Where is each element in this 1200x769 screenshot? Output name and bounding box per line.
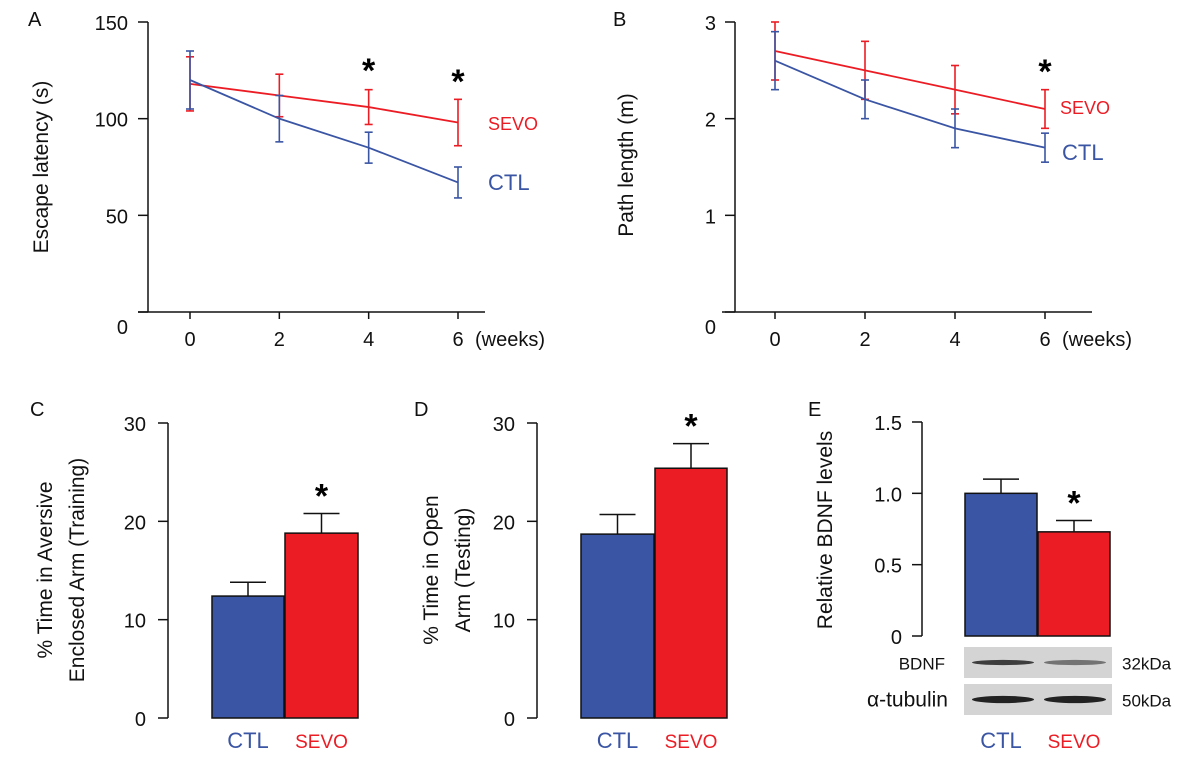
panel-letter: B <box>613 9 626 31</box>
blot-band <box>1044 695 1106 704</box>
x-tick-label: 2 <box>274 329 285 351</box>
y-tick-label: 0 <box>117 317 128 339</box>
blot-row-label: α-tubulin <box>867 689 948 712</box>
x-tick-label: 2 <box>859 329 870 351</box>
category-label-ctl: CTL <box>980 728 1022 753</box>
y-axis-label: % Time in Aversive <box>34 481 57 658</box>
y-tick-label: 1.0 <box>874 484 902 506</box>
significance-asterisk: * <box>1038 53 1052 91</box>
y-tick-label: 10 <box>493 611 515 633</box>
blot-band <box>972 695 1034 704</box>
significance-asterisk: * <box>315 477 329 515</box>
y-tick-label: 0 <box>705 317 716 339</box>
y-tick-label: 20 <box>493 512 515 534</box>
significance-asterisk: * <box>451 63 465 101</box>
blot-size-label: 50kDa <box>1122 692 1172 711</box>
y-tick-label: 0 <box>135 709 146 731</box>
category-label-sevo: SEVO <box>665 732 718 753</box>
series-line-sevo <box>774 50 1046 110</box>
category-label-sevo: SEVO <box>295 732 348 753</box>
y-axis-label: Enclosed Arm (Training) <box>66 458 89 682</box>
y-tick-label: 30 <box>124 414 146 436</box>
panel-letter: A <box>28 9 42 31</box>
y-tick-label: 2 <box>705 110 716 132</box>
blot-row-label: BDNF <box>899 655 945 674</box>
panel-c: C 0 10 20 30 % Time in Aversive Enclosed Arm (… <box>30 399 359 753</box>
bar-sevo <box>654 467 728 719</box>
y-tick-label: 10 <box>124 611 146 633</box>
blot-band <box>972 659 1034 666</box>
x-tick-label: 4 <box>949 329 960 351</box>
category-label-ctl: CTL <box>597 728 639 753</box>
bar-ctl <box>211 595 285 719</box>
panel-letter: D <box>414 399 428 421</box>
series-line-ctl <box>774 59 1046 149</box>
y-axis-label: Path length (m) <box>615 93 638 237</box>
significance-asterisk: * <box>362 52 376 90</box>
panel-letter: E <box>808 399 821 421</box>
y-axis-label: % Time in Open <box>420 495 443 644</box>
y-tick-label: 150 <box>95 13 128 35</box>
significance-asterisk: * <box>684 408 698 446</box>
y-tick-label: 0.5 <box>874 556 902 578</box>
series-line-sevo <box>189 82 459 124</box>
y-tick-label: 20 <box>124 512 146 534</box>
x-tick-label: 0 <box>184 329 195 351</box>
y-axis-label: Relative BDNF levels <box>814 431 837 629</box>
bar-sevo <box>284 532 359 719</box>
series-line-ctl <box>189 79 459 184</box>
series-label-ctl: CTL <box>488 170 530 195</box>
panel-letter: C <box>30 399 44 421</box>
x-axis-label: (weeks) <box>1062 329 1132 351</box>
panel-b: B 0 1 2 3 0 2 4 6 (weeks) Path length (m) SEVO CTL * <box>613 9 1132 351</box>
x-tick-label: 4 <box>363 329 374 351</box>
y-tick-label: 50 <box>106 206 128 228</box>
y-axis-label: Escape latency (s) <box>30 81 53 254</box>
blot-band <box>1044 659 1106 666</box>
y-tick-label: 1.5 <box>874 413 902 435</box>
y-tick-label: 1 <box>705 206 716 228</box>
y-tick-label: 3 <box>705 13 716 35</box>
x-tick-label: 6 <box>1039 329 1050 351</box>
y-tick-label: 30 <box>493 414 515 436</box>
series-label-sevo: SEVO <box>488 114 538 134</box>
panel-d: D 0 10 20 30 % Time in Open Arm (Testing) CTL SE… <box>414 399 728 753</box>
series-label-sevo: SEVO <box>1060 98 1110 118</box>
bar-ctl <box>580 533 655 719</box>
category-label-ctl: CTL <box>227 728 269 753</box>
bar-sevo <box>1037 531 1111 637</box>
bar-ctl <box>964 492 1038 637</box>
x-tick-label: 6 <box>452 329 463 351</box>
panel-e: E 0 0.5 1.0 1.5 Relative BDNF levels CTL SEVO * B… <box>808 399 1172 753</box>
y-tick-label: 0 <box>891 627 902 649</box>
x-tick-label: 0 <box>769 329 780 351</box>
panel-a: A 0 50 100 150 0 2 4 6 (weeks) Escape latency (s) S… <box>28 9 545 351</box>
x-axis-label: (weeks) <box>475 329 545 351</box>
blot-size-label: 32kDa <box>1122 655 1172 674</box>
category-label-sevo: SEVO <box>1048 732 1101 753</box>
y-tick-label: 0 <box>504 709 515 731</box>
y-tick-label: 100 <box>95 110 128 132</box>
series-label-ctl: CTL <box>1062 140 1104 165</box>
y-axis-label: Arm (Testing) <box>452 508 475 633</box>
significance-asterisk: * <box>1067 484 1081 522</box>
